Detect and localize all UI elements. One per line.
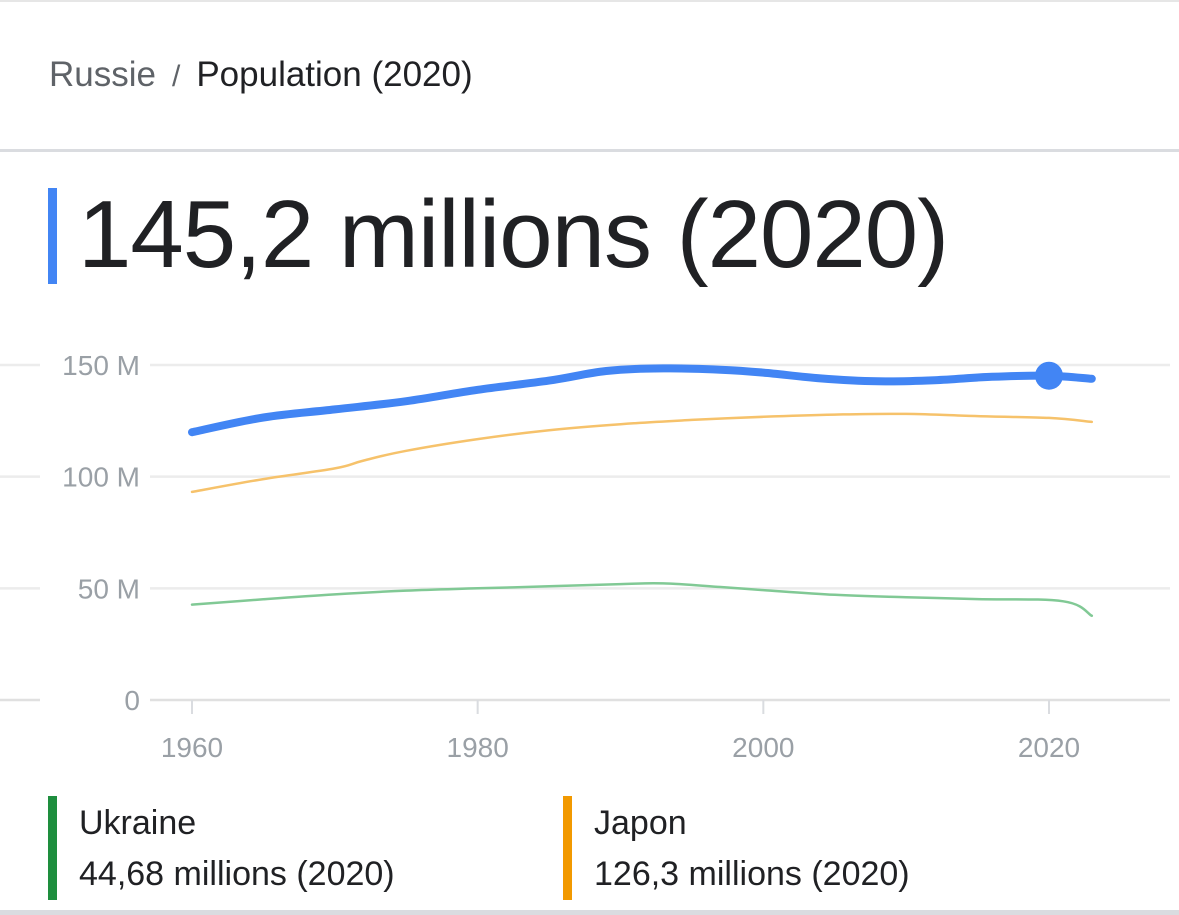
y-tick-label-0: 0	[124, 685, 140, 716]
y-tick-label-50: 50 M	[78, 573, 140, 604]
header-divider	[0, 149, 1179, 152]
grid-lines	[0, 363, 1170, 702]
series-lines	[188, 364, 1096, 618]
top-border	[0, 0, 1179, 2]
legend-value-ukraine: 44,68 millions (2020)	[79, 855, 395, 893]
x-tick-label-2020: 2020	[1018, 732, 1080, 763]
legend-name-ukraine: Ukraine	[79, 804, 197, 842]
x-tick-label-1960: 1960	[161, 732, 223, 763]
breadcrumb-current: Population (2020)	[196, 55, 473, 94]
y-tick-label-bg-100	[40, 458, 150, 495]
headline-value: 145,2 millions (2020)	[78, 181, 949, 288]
x-tick-label-1980: 1980	[447, 732, 509, 763]
series-line-japon	[190, 412, 1094, 494]
y-tick-label-bg-0	[40, 682, 150, 718]
population-line-chart[interactable]: 0 50 M 100 M 150 M 1960 1980 2000 2020	[0, 330, 1179, 770]
breadcrumb: Russie / Population (2020)	[49, 54, 473, 98]
breadcrumb-country-link[interactable]: Russie	[49, 55, 156, 94]
series-markers	[1035, 361, 1063, 390]
legend-name-japon: Japon	[594, 804, 687, 842]
y-tick-label-bg-150	[40, 347, 150, 383]
y-tick-label-150: 150 M	[62, 350, 140, 381]
y-tick-label-bg-50	[40, 570, 150, 607]
breadcrumb-separator: /	[171, 60, 181, 93]
x-axis-ticks: 1960 1980 2000 2020	[161, 700, 1080, 763]
highlight-point-russie-2020	[1035, 361, 1063, 390]
series-line-russie	[188, 364, 1096, 437]
legend-color-bar-japon	[563, 796, 572, 900]
bottom-border	[0, 910, 1179, 915]
y-axis-ticks: 0 50 M 100 M 150 M	[40, 347, 150, 718]
y-tick-label-100: 100 M	[62, 462, 140, 493]
legend-color-bar-ukraine	[48, 796, 57, 900]
headline-accent-bar	[48, 188, 57, 284]
legend-value-japon: 126,3 millions (2020)	[594, 855, 910, 893]
series-line-ukraine	[190, 581, 1094, 618]
x-tick-label-2000: 2000	[732, 732, 794, 763]
